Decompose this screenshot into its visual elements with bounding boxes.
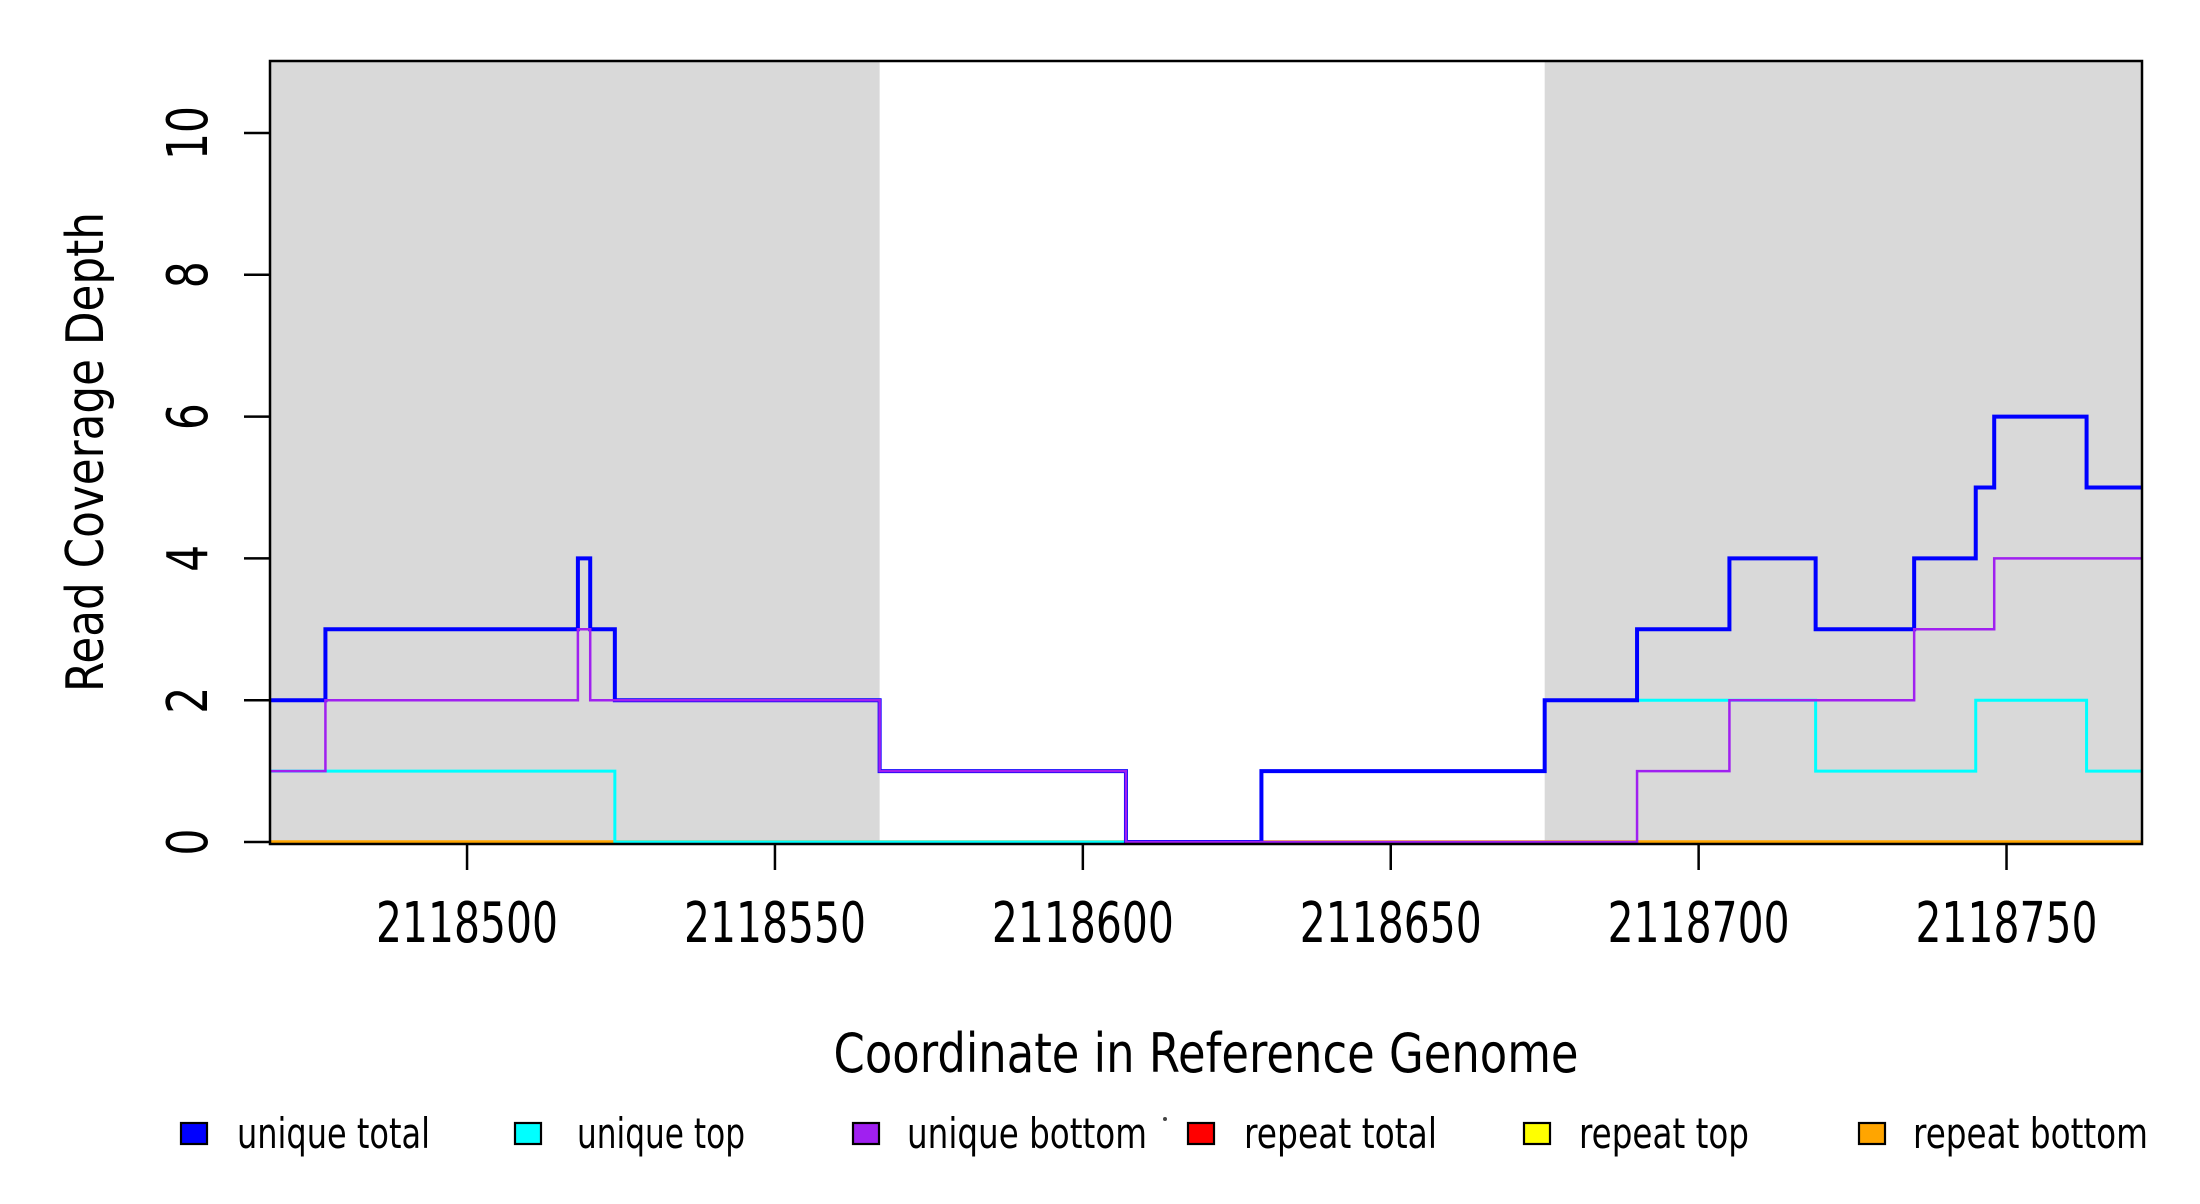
shaded-region: [1544, 61, 2142, 844]
shaded-region: [270, 61, 880, 844]
stray-dot: [1163, 1117, 1167, 1121]
legend-swatch-unique-top: [513, 1121, 543, 1146]
y-axis: 0 2 4 6 8 10: [156, 106, 270, 856]
legend-item-repeat-bottom: repeat bottom: [1857, 1109, 2148, 1158]
legend-item-unique-bottom: unique bottom: [851, 1109, 1147, 1158]
legend-item-unique-total: unique total: [179, 1109, 430, 1158]
x-tick-label: 2118750: [1916, 891, 2098, 956]
legend-label: repeat top: [1579, 1109, 1749, 1158]
legend-swatch-repeat-top: [1522, 1121, 1552, 1146]
x-axis: 2118500 2118550 2118600 2118650 2118700 21187…: [376, 844, 2098, 956]
x-tick-label: 2118500: [376, 891, 558, 956]
series-unique-bottom: [270, 557, 2142, 844]
x-tick-label: 2118650: [1300, 891, 1482, 956]
series-unique-total: [270, 414, 2142, 844]
y-tick-label: 0: [156, 829, 221, 856]
y-tick-label: 8: [156, 261, 221, 288]
x-axis-title: Coordinate in Reference Genome: [834, 1022, 1579, 1085]
legend-label: repeat bottom: [1913, 1109, 2148, 1158]
legend-swatch-repeat-total: [1186, 1121, 1216, 1146]
legend-label: unique total: [237, 1109, 430, 1158]
y-axis-title: Read Coverage Depth: [56, 212, 116, 692]
legend-swatch-repeat-bottom: [1857, 1121, 1887, 1146]
y-tick-label: 6: [156, 403, 221, 430]
legend-label: unique bottom: [907, 1109, 1147, 1158]
x-tick-label: 2118550: [684, 891, 866, 956]
legend: unique total unique top unique bottom repea…: [179, 1109, 2148, 1158]
y-tick-label: 4: [156, 545, 221, 572]
y-tick-label: 10: [156, 106, 221, 160]
x-tick-label: 2118600: [992, 891, 1174, 956]
y-tick-label: 2: [156, 687, 221, 714]
series-lines: [270, 414, 2142, 844]
legend-item-unique-top: unique top: [513, 1109, 745, 1158]
legend-item-repeat-total: repeat total: [1186, 1109, 1437, 1158]
x-tick-label: 2118700: [1608, 891, 1790, 956]
legend-label: unique top: [577, 1109, 745, 1158]
shaded-regions: [270, 61, 2142, 844]
legend-label: repeat total: [1244, 1109, 1437, 1158]
legend-item-repeat-top: repeat top: [1522, 1109, 1749, 1158]
plot-border: [268, 59, 2144, 846]
legend-swatch-unique-total: [179, 1121, 209, 1146]
series-unique-top: [270, 698, 2142, 844]
legend-swatch-unique-bottom: [851, 1121, 881, 1146]
